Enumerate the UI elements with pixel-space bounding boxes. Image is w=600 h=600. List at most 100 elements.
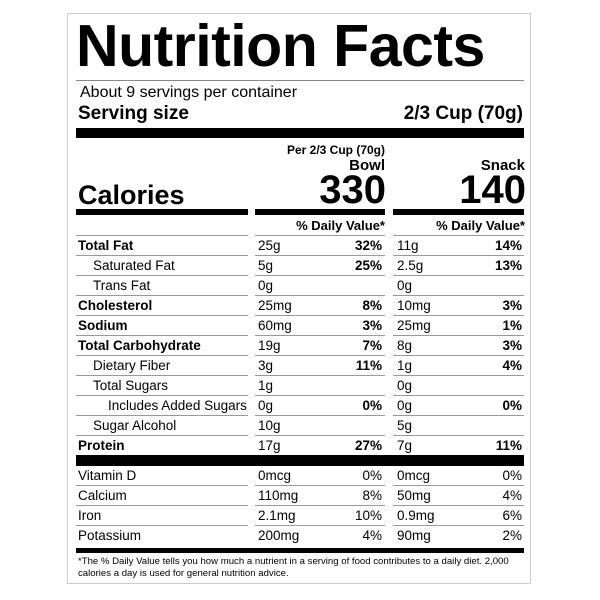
daily-value: 4%: [502, 358, 522, 373]
amount: 60mg: [258, 318, 292, 333]
calories: 330: [319, 168, 386, 212]
amount: 0.9mg: [397, 508, 435, 523]
daily-value: 27%: [354, 438, 382, 453]
thick-rule: [76, 548, 524, 553]
row-rule: [76, 255, 248, 256]
amount: 110mg: [258, 488, 299, 503]
daily-value: 3%: [362, 318, 382, 333]
rule: [76, 80, 524, 81]
calories-label: Calories: [78, 180, 185, 210]
nutrient-label: Cholesterol: [78, 298, 153, 313]
row-rule: [76, 375, 248, 376]
row-rule: [76, 295, 248, 296]
nutrient-label: Total Sugars: [93, 378, 169, 393]
amount: 0g: [397, 398, 413, 413]
row-rule: [76, 525, 248, 526]
daily-value: 0%: [362, 398, 382, 413]
row-rule: [255, 355, 385, 356]
amount: 10g: [258, 418, 281, 433]
dv-header: % Daily Value*: [436, 218, 525, 233]
nutrient-label: Sodium: [78, 318, 128, 333]
nutrient-label: Vitamin D: [78, 468, 137, 483]
row-rule: [76, 415, 248, 416]
row-rule: [76, 505, 248, 506]
amount: 0g: [397, 378, 413, 393]
row-rule: [393, 315, 524, 316]
thick-rule: [76, 128, 524, 138]
amount: 90mg: [397, 528, 431, 543]
nutrient-label: Total Fat: [78, 238, 134, 253]
amount: 0mcg: [397, 468, 431, 483]
nutrient-label: Sugar Alcohol: [93, 418, 177, 433]
serving-size: 2/3 Cup (70g): [403, 103, 523, 124]
row-rule: [393, 375, 524, 376]
column-name: Snack: [480, 157, 525, 174]
nutrition-label: [67, 13, 531, 584]
row-rule: [393, 485, 524, 486]
daily-value: 8%: [362, 298, 382, 313]
row-rule: [393, 435, 524, 436]
daily-value: 0%: [502, 468, 522, 483]
amount: 19g: [258, 338, 281, 353]
row-rule: [76, 335, 248, 336]
row-rule: [255, 275, 385, 276]
nutrient-label: Total Carbohydrate: [78, 338, 201, 353]
row-rule: [393, 295, 524, 296]
amount: 25g: [258, 238, 281, 253]
daily-value: 4%: [502, 488, 522, 503]
amount: 25mg: [258, 298, 292, 313]
nutrient-label: Saturated Fat: [93, 258, 175, 273]
daily-value: 32%: [354, 238, 382, 253]
daily-value: 0%: [362, 468, 382, 483]
daily-value: 4%: [362, 528, 382, 543]
amount: 17g: [258, 438, 281, 453]
amount: 25mg: [397, 318, 431, 333]
amount: 8g: [397, 338, 413, 353]
daily-value: 11%: [495, 438, 522, 453]
amount: 200mg: [258, 528, 300, 543]
daily-value: 3%: [502, 338, 522, 353]
row-rule: [255, 315, 385, 316]
daily-value: 2%: [502, 528, 522, 543]
daily-value: 1%: [502, 318, 522, 333]
row-rule: [393, 255, 524, 256]
row-rule: [255, 235, 385, 236]
row-rule: [255, 395, 385, 396]
row-rule: [255, 255, 385, 256]
daily-value: 25%: [354, 258, 382, 273]
thick-rule: [76, 455, 524, 466]
row-rule: [255, 485, 385, 486]
row-rule: [393, 395, 524, 396]
row-rule: [76, 235, 248, 236]
amount: 1g: [397, 358, 413, 373]
calories: 140: [459, 168, 526, 212]
amount: 3g: [258, 358, 274, 373]
row-rule: [393, 505, 524, 506]
daily-value: 13%: [494, 258, 522, 273]
footnote: *The % Daily Value tells you how much a …: [78, 556, 509, 579]
row-rule: [255, 505, 385, 506]
daily-value: 11%: [355, 358, 382, 373]
amount: 10mg: [397, 298, 431, 313]
row-rule: [255, 295, 385, 296]
row-rule: [76, 435, 248, 436]
nutrient-label: Includes Added Sugars: [108, 398, 247, 413]
row-rule: [255, 375, 385, 376]
amount: 7g: [397, 438, 413, 453]
row-rule: [255, 335, 385, 336]
nutrient-label: Potassium: [78, 528, 142, 543]
daily-value: 10%: [354, 508, 382, 523]
column-name: Bowl: [349, 157, 385, 174]
title: Nutrition Facts: [76, 13, 485, 79]
servings: About 9 servings per container: [80, 84, 298, 101]
amount: 0g: [258, 278, 274, 293]
row-rule: [393, 235, 524, 236]
per-serving: Per 2/3 Cup (70g): [286, 143, 385, 157]
nutrient-label: Protein: [78, 438, 125, 453]
amount: 50mg: [397, 488, 431, 503]
daily-value: 7%: [362, 338, 382, 353]
row-rule: [393, 355, 524, 356]
row-rule: [393, 525, 524, 526]
amount: 0g: [397, 278, 413, 293]
